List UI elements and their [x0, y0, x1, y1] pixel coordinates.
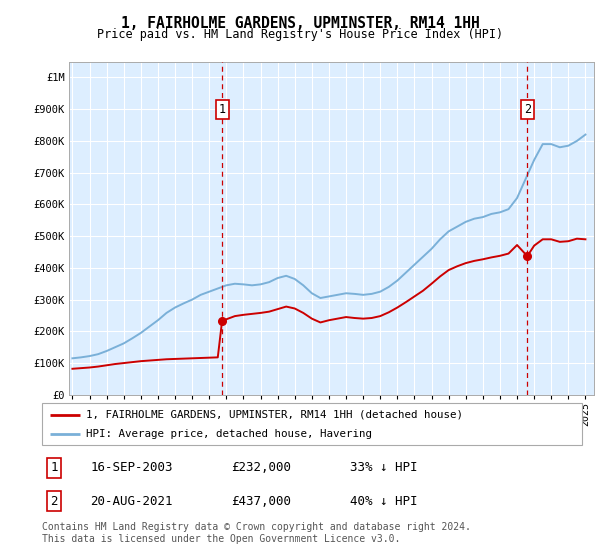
- Text: 1, FAIRHOLME GARDENS, UPMINSTER, RM14 1HH (detached house): 1, FAIRHOLME GARDENS, UPMINSTER, RM14 1H…: [86, 409, 463, 419]
- Text: Contains HM Land Registry data © Crown copyright and database right 2024.
This d: Contains HM Land Registry data © Crown c…: [42, 522, 471, 544]
- Text: HPI: Average price, detached house, Havering: HPI: Average price, detached house, Have…: [86, 429, 372, 439]
- Text: £437,000: £437,000: [231, 494, 291, 508]
- Text: 2: 2: [50, 494, 58, 508]
- Text: 2: 2: [524, 102, 531, 116]
- Text: 1, FAIRHOLME GARDENS, UPMINSTER, RM14 1HH: 1, FAIRHOLME GARDENS, UPMINSTER, RM14 1H…: [121, 16, 479, 31]
- Text: 20-AUG-2021: 20-AUG-2021: [91, 494, 173, 508]
- Text: 1: 1: [50, 461, 58, 474]
- Text: 16-SEP-2003: 16-SEP-2003: [91, 461, 173, 474]
- Text: Price paid vs. HM Land Registry's House Price Index (HPI): Price paid vs. HM Land Registry's House …: [97, 28, 503, 41]
- FancyBboxPatch shape: [42, 403, 582, 445]
- Text: 40% ↓ HPI: 40% ↓ HPI: [350, 494, 418, 508]
- Text: 1: 1: [218, 102, 226, 116]
- Text: 33% ↓ HPI: 33% ↓ HPI: [350, 461, 418, 474]
- Text: £232,000: £232,000: [231, 461, 291, 474]
